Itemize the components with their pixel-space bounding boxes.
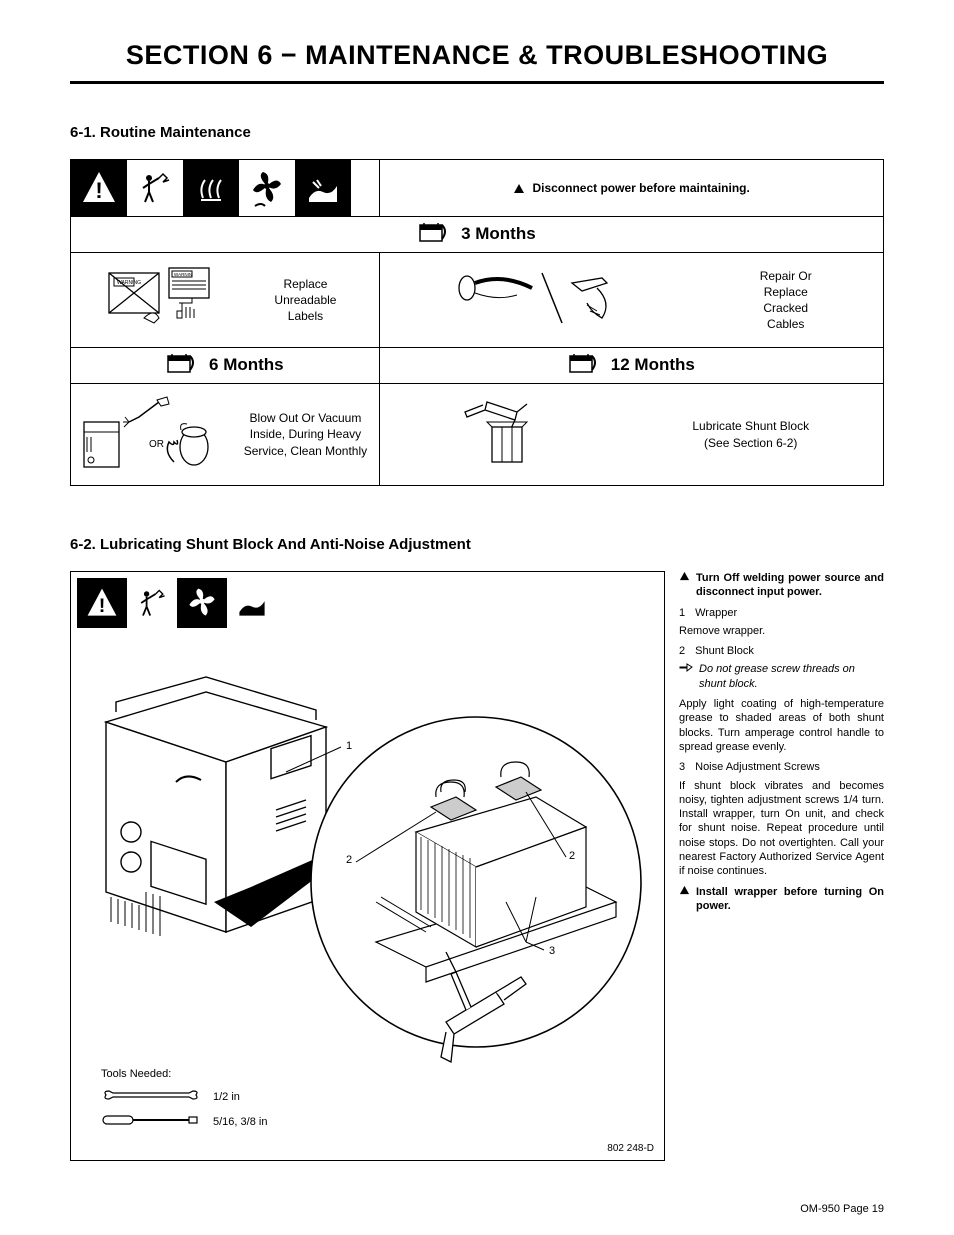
shunt-block-diagram [76,632,646,1102]
disconnect-warning-text: Disconnect power before maintaining. [532,181,749,195]
callout-num-3: 3 [679,760,685,774]
hot-surface-icon [183,160,239,216]
period-12months-label: 12 Months [611,355,695,374]
warning-small-icon [513,183,525,195]
wrench-icon [101,1088,201,1105]
period-3months-label: 3 Months [461,224,536,243]
shock-person-icon [127,160,183,216]
warning-small-icon [679,571,690,586]
driver-size: 5/16, 3/8 in [213,1116,267,1128]
warn-turn-off: Turn Off welding power source and discon… [696,571,884,600]
svg-text:!: ! [95,178,102,203]
nutdriver-icon [101,1113,201,1130]
cables-icon [442,263,642,338]
note-no-grease: Do not grease screw threads on shunt blo… [699,662,884,691]
callout-3: 3 [549,945,555,957]
fan-hand-icon [177,578,227,628]
shock-person-icon [127,578,177,628]
page-footer: OM-950 Page 19 [800,1203,884,1215]
subsection-6-2-title: 6-2. Lubricating Shunt Block And Anti-No… [70,536,884,553]
warning-icons-row: ! [71,160,379,216]
step-remove-wrapper: Remove wrapper. [679,624,884,638]
calendar-3m-icon [418,221,448,248]
or-text: OR [149,439,164,450]
svg-text:!: ! [99,595,106,617]
blowout-icon: OR [79,392,239,477]
figure-reference: 802 248-D [607,1143,654,1154]
callout-2a: 2 [346,854,352,866]
callout-2b: 2 [569,850,575,862]
warn-install-wrapper: Install wrapper before turning On power. [696,885,884,914]
step-noise-adjust: If shunt block vibrates and becomes nois… [679,779,884,879]
diagram-panel: ! [70,571,665,1161]
subsection-6-1-title: 6-1. Routine Maintenance [70,124,884,141]
replace-labels-text: Replace Unreadable Labels [265,276,345,325]
svg-text:WARNIN: WARNIN [174,272,192,277]
section-title: SECTION 6 − MAINTENANCE & TROUBLESHOOTIN… [70,40,884,84]
callout-num-1: 1 [679,606,685,620]
moving-parts-icon [227,578,277,628]
maintenance-table: ! Disconnect power before maintaining. [70,159,884,486]
blowout-text: Blow Out Or Vacuum Inside, During Heavy … [240,410,370,459]
step-apply-grease: Apply light coating of high-temperature … [679,697,884,754]
repair-cables-text: Repair Or Replace Cracked Cables [751,268,821,333]
warning-triangle-icon: ! [77,578,127,628]
moving-parts-icon [295,160,351,216]
warning-icons-row-2: ! [77,578,658,628]
instructions-column: Turn Off welding power source and discon… [679,571,884,1161]
period-6months-label: 6 Months [209,355,284,374]
lubricate-text: Lubricate Shunt Block (See Section 6-2) [686,418,816,450]
callout-num-2: 2 [679,644,685,658]
tools-needed-label: Tools Needed: [101,1068,267,1080]
grease-gun-icon [447,392,567,477]
calendar-12m-icon [568,352,598,379]
fan-hand-icon [239,160,295,216]
note-hand-icon [679,662,693,677]
callout-label-2: Shunt Block [695,644,754,658]
warning-triangle-icon: ! [71,160,127,216]
wrench-size: 1/2 in [213,1091,240,1103]
warning-small-icon [679,885,690,900]
tools-needed-block: Tools Needed: 1/2 in 5/16, 3/8 in [101,1068,267,1130]
callout-label-1: Wrapper [695,606,737,620]
labels-icon: WARNING WARNIN [104,263,214,338]
callout-1: 1 [346,740,352,752]
calendar-6m-icon [166,352,196,379]
callout-label-3: Noise Adjustment Screws [695,760,820,774]
